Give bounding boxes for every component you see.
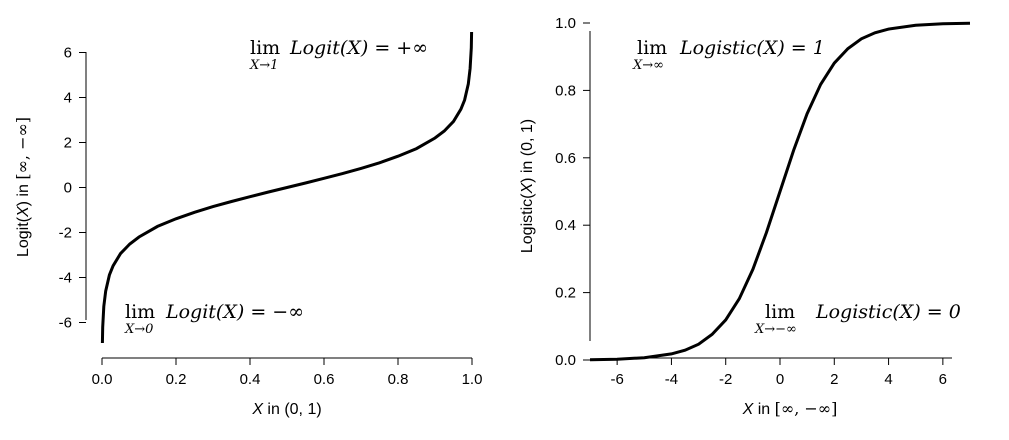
logit-annotation-lower: lim X→0 Logit(X) = −∞: [124, 301, 304, 337]
logistic-y-ticks: 0.0 0.2 0.4 0.6 0.8 1.0: [555, 15, 590, 369]
logit-x-tick-label: 1.0: [462, 371, 483, 388]
logistic-chart: -6 -4 -2 0 2 4 6 0.0 0.2 0.4 0.6 0.8 1.0 X in [∞, −…: [519, 15, 971, 418]
logit-y-tick-label: 4: [64, 90, 72, 107]
logit-y-axis-title-interval: [∞, −∞]: [13, 117, 32, 180]
logistic-x-axis-title-var: X: [742, 401, 755, 418]
logit-chart: 0.0 0.2 0.4 0.6 0.8 1.0 -6 -4 -2 0 2 4 6 X in (0, 1…: [13, 31, 483, 418]
logit-y-axis-title-pre: Logit(: [15, 216, 32, 257]
logit-annotation-lower-expr: Logit(X) = −∞: [165, 301, 304, 323]
logistic-y-tick-label: 0.2: [555, 285, 576, 302]
logistic-y-axis-title-var: X: [519, 182, 536, 195]
logit-y-axis-title-var: X: [15, 205, 32, 218]
logit-x-tick-label: 0.8: [388, 371, 409, 388]
logistic-y-tick-label: 0.8: [555, 82, 576, 99]
logistic-x-tick-label: 4: [884, 371, 892, 388]
logit-y-tick-label: -4: [59, 270, 72, 287]
logit-y-axis-title-mid: ) in: [15, 180, 32, 207]
logit-x-axis-title: X in (0, 1): [251, 401, 321, 418]
logit-annotation-upper-lim: lim: [250, 37, 280, 59]
logistic-annotation-lower: lim X→−∞ Logistic(X) = 0: [754, 301, 961, 337]
logit-curve: [100, 31, 474, 344]
logistic-x-axis-title-interval: [∞, −∞]: [775, 399, 838, 418]
logistic-x-tick-label: -6: [610, 371, 623, 388]
logistic-x-axis-title: X in [∞, −∞]: [742, 399, 838, 418]
logistic-x-axis-title-rest: in: [753, 401, 774, 418]
logistic-y-tick-label: 0.6: [555, 150, 576, 167]
logit-x-axis-title-rest: in (0, 1): [263, 401, 322, 418]
logit-y-tick-label: 6: [64, 45, 72, 62]
logit-x-axis-title-var: X: [251, 401, 264, 418]
logistic-y-tick-label: 0.0: [555, 352, 576, 369]
logistic-annotation-upper-lim: lim: [637, 37, 667, 59]
logit-annotation-upper: lim X→1 Logit(X) = +∞: [249, 37, 428, 73]
logit-annotation-upper-sub: X→1: [249, 58, 278, 73]
logit-y-axis-title: Logit(X) in [∞, −∞]: [13, 117, 32, 257]
logistic-annotation-upper-sub: X→∞: [632, 58, 664, 73]
logit-annotation-lower-sub: X→0: [124, 322, 153, 337]
logit-y-tick-label: 2: [64, 135, 72, 152]
logistic-y-tick-label: 0.4: [555, 217, 576, 234]
logit-y-ticks: -6 -4 -2 0 2 4 6: [59, 45, 86, 332]
logit-x-tick-label: 0.2: [166, 371, 187, 388]
logit-annotation-upper-expr: Logit(X) = +∞: [289, 37, 428, 59]
logit-y-tick-label: -6: [59, 315, 72, 332]
logit-x-ticks: 0.0 0.2 0.4 0.6 0.8 1.0: [92, 358, 483, 388]
logit-x-tick-label: 0.4: [240, 371, 261, 388]
logistic-annotation-upper: lim X→∞ Logistic(X) = 1: [632, 37, 825, 73]
logit-x-tick-label: 0.0: [92, 371, 113, 388]
logistic-curve: [589, 21, 971, 362]
logistic-x-tick-label: 6: [939, 371, 947, 388]
logistic-x-ticks: -6 -4 -2 0 2 4 6: [610, 358, 947, 388]
logit-y-tick-label: 0: [64, 180, 72, 197]
logistic-x-tick-label: 0: [776, 371, 784, 388]
logistic-annotation-lower-expr: Logistic(X) = 0: [815, 301, 961, 323]
logistic-y-axis-title-pre: Logistic(: [519, 193, 536, 253]
logistic-y-axis-title: Logistic(X) in (0, 1): [519, 119, 536, 253]
logistic-x-tick-label: 2: [830, 371, 838, 388]
logistic-annotation-lower-lim: lim: [765, 301, 795, 323]
logistic-y-tick-label: 1.0: [555, 15, 576, 32]
logit-y-tick-label: -2: [59, 225, 72, 242]
logistic-y-axis-title-mid: ) in (0, 1): [519, 119, 536, 183]
logistic-x-tick-label: -4: [665, 371, 678, 388]
logit-x-tick-label: 0.6: [314, 371, 335, 388]
logistic-annotation-lower-sub: X→−∞: [754, 322, 797, 337]
logistic-annotation-upper-expr: Logistic(X) = 1: [679, 37, 825, 59]
logistic-x-tick-label: -2: [719, 371, 732, 388]
logit-annotation-lower-lim: lim: [125, 301, 155, 323]
